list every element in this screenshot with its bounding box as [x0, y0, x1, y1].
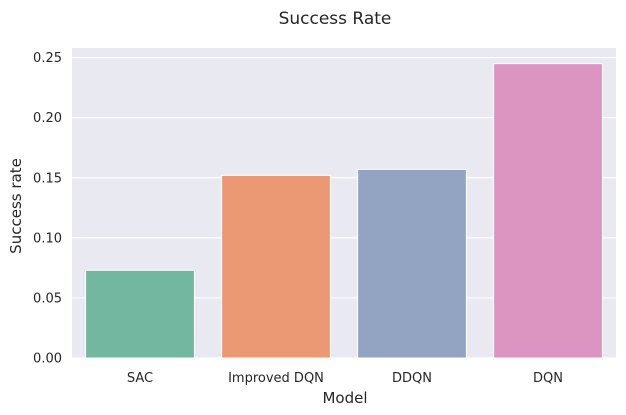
x-tick-label: DDQN — [392, 371, 432, 386]
y-tick-label: 0.05 — [33, 291, 62, 306]
y-tick-label: 0.25 — [33, 51, 62, 66]
y-tick-label: 0.20 — [33, 111, 62, 126]
bar-ddqn — [357, 168, 467, 359]
bar-sac — [85, 269, 195, 359]
bars — [85, 63, 603, 359]
chart-title: Success Rate — [279, 9, 392, 29]
x-tick-label: Improved DQN — [228, 371, 324, 386]
y-tick-label: 0.10 — [33, 231, 62, 246]
x-tick-labels: SAC Improved DQN DDQN DQN — [127, 371, 563, 386]
x-axis-label: Model — [322, 389, 367, 407]
x-tick-label: DQN — [533, 371, 563, 386]
x-tick-label: SAC — [127, 371, 153, 386]
y-tick-label: 0.15 — [33, 171, 62, 186]
bar-improved-dqn — [221, 174, 331, 359]
bar-dqn — [493, 63, 603, 359]
y-axis-label: Success rate — [7, 158, 25, 254]
y-tick-label: 0.00 — [33, 352, 62, 367]
y-tick-labels: 0.00 0.05 0.10 0.15 0.20 0.25 — [33, 51, 62, 366]
